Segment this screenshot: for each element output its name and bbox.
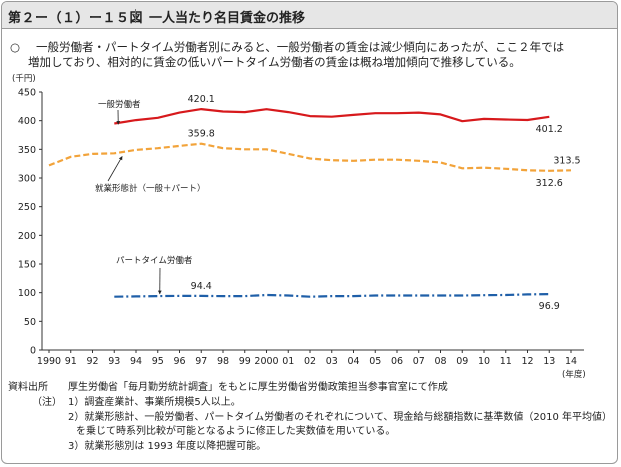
note-3: 3）就業形態別は 1993 年度以降把握可能。 [68, 441, 267, 452]
data-label: 313.5 [553, 155, 580, 166]
data-label: 97.5 [556, 0, 577, 3]
x-axis-unit-label: (年度) [562, 369, 586, 380]
y-tick-label: 400 [18, 116, 36, 127]
series-label-all-workers: 就業形態計（一般＋パート） [95, 183, 206, 194]
data-label: 312.6 [536, 178, 563, 189]
figure-header: 第２ー（１）ー１５図 一人当たり名目賃金の推移 [2, 2, 617, 29]
y-tick-label: 450 [18, 88, 36, 99]
note-2: 2）就業形態計、一般労働者、パートタイム労働者のそれぞれについて、現金給与総額指… [68, 412, 612, 423]
x-tick-label: 06 [391, 356, 403, 367]
y-tick-label: 100 [18, 288, 36, 299]
leader-regular-workers-head [116, 121, 121, 125]
data-label: 406.8 [553, 0, 580, 3]
figure-number: 第２ー（１）ー１５図 [8, 11, 144, 26]
series-label-part-time-workers: パートタイム労働者 [116, 255, 193, 266]
y-tick-label: 250 [18, 202, 36, 213]
y-tick-label: 0 [30, 346, 36, 357]
x-tick-label: 13 [543, 356, 555, 367]
x-tick-label: 14 [565, 356, 577, 367]
x-tick-label: 96 [173, 356, 185, 367]
x-tick-label: 09 [456, 356, 468, 367]
x-tick-label: 94 [130, 356, 142, 367]
data-label: 96.9 [539, 301, 560, 312]
x-tick-label: 08 [434, 356, 446, 367]
series-all-workers [48, 142, 572, 172]
series-label-regular-workers: 一般労働者 [98, 99, 141, 110]
y-tick-label: 150 [18, 260, 36, 271]
x-tick-label: 12 [521, 356, 533, 367]
series-part-time-workers [114, 293, 550, 298]
summary-bullet: ○ [10, 40, 21, 54]
x-tick-label: 91 [65, 356, 77, 367]
source-text: 厚生労働省「毎月勤労統計調査」をもとに厚生労働省労働政策担当参事官室にて作成 [68, 382, 448, 393]
figure-title: 一人当たり名目賃金の推移 [149, 11, 306, 26]
x-tick-label: 11 [500, 356, 512, 367]
x-tick-label: 07 [413, 356, 425, 367]
source-label: 資料出所 [8, 382, 48, 393]
y-tick-label: 50 [24, 317, 36, 328]
y-tick-label: 200 [18, 231, 36, 242]
data-label: 359.8 [188, 129, 215, 140]
x-tick-label: 98 [217, 356, 229, 367]
data-label: 94.4 [191, 281, 212, 292]
data-label: 420.1 [188, 94, 215, 105]
summary-line-1: 一般労働者・パートタイム労働者別にみると、一般労働者の賃金は減少傾向にあったが、… [36, 40, 565, 54]
x-tick-label: 03 [326, 356, 338, 367]
notes-label: （注） [32, 397, 62, 408]
x-tick-label: 93 [108, 356, 120, 367]
y-axis-unit-label: (千円) [12, 73, 36, 84]
x-tick-label: 02 [304, 356, 316, 367]
y-tick-label: 300 [18, 174, 36, 185]
x-tick-label: 97 [195, 356, 207, 367]
leader-part-time-workers-head [157, 290, 162, 295]
leader-all-workers-head [118, 156, 123, 161]
note-1: 1）調査産業計、事業所規模5人以上。 [68, 397, 241, 408]
series-regular-workers [114, 107, 550, 125]
x-tick-label: 10 [478, 356, 490, 367]
x-tick-label: 05 [369, 356, 381, 367]
summary-line-2: 増加しており、相対的に賃金の低いパートタイム労働者の賃金は概ね増加傾向で推移して… [28, 55, 521, 69]
x-tick-label: 01 [282, 356, 294, 367]
data-label: 401.2 [536, 124, 563, 135]
y-tick-label: 350 [18, 145, 36, 156]
header-divider [135, 9, 136, 23]
x-tick-label: 2000 [254, 356, 278, 367]
x-tick-label: 1990 [37, 356, 61, 367]
x-tick-label: 04 [347, 356, 359, 367]
note-2-continued: を乗じて時系列比較が可能となるように修正した実数値を用いている。 [76, 426, 396, 437]
x-tick-label: 99 [239, 356, 251, 367]
x-tick-label: 95 [152, 356, 164, 367]
leader-all-workers [107, 156, 123, 182]
x-tick-label: 92 [86, 356, 98, 367]
